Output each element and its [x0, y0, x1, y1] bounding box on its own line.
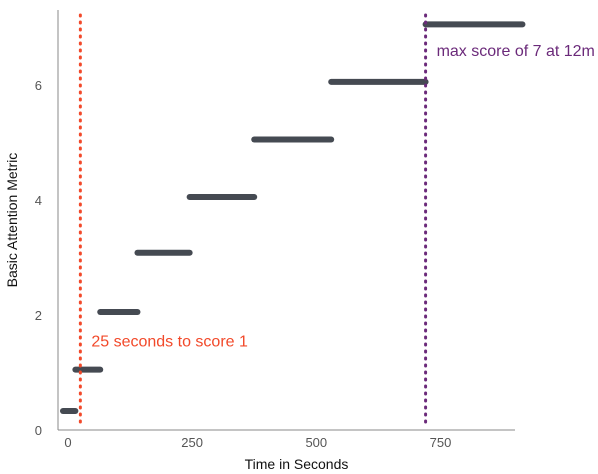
y-tick-label: 4 [35, 193, 42, 208]
x-tick-label: 500 [305, 435, 327, 450]
x-tick-label: 750 [430, 435, 452, 450]
x-tick-label: 0 [64, 435, 71, 450]
reference-annotation: max score of 7 at 12m [437, 43, 595, 60]
y-tick-label: 2 [35, 308, 42, 323]
x-tick-label: 250 [181, 435, 203, 450]
reference-annotation: 25 seconds to score 1 [91, 334, 248, 351]
y-tick-label: 0 [35, 423, 42, 438]
y-axis-label: Basic Attention Metric [4, 153, 20, 288]
axes [57, 10, 515, 431]
tick-labels: 0 250 500 750 0 2 4 6 [35, 78, 452, 450]
x-axis-label: Time in Seconds [245, 456, 349, 472]
data-segments [59, 21, 526, 415]
y-tick-label: 6 [35, 78, 42, 93]
reference-lines: 25 seconds to score 1 max score of 7 at 1… [78, 13, 595, 424]
